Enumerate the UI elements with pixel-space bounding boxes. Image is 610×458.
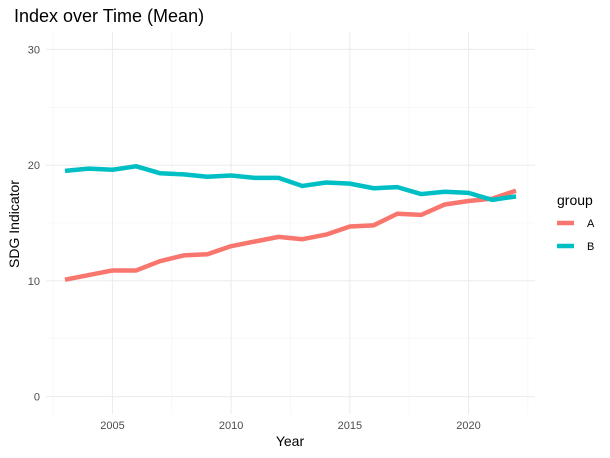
legend-label-b: B bbox=[587, 241, 594, 253]
y-tick-label: 30 bbox=[28, 44, 40, 56]
series-line-a bbox=[64, 188, 517, 282]
y-tick-label: 0 bbox=[34, 392, 40, 404]
legend-items: AB bbox=[557, 218, 595, 253]
x-tick-label: 2020 bbox=[456, 420, 480, 432]
x-axis-title: Year bbox=[276, 433, 305, 449]
x-tick-label: 2010 bbox=[219, 420, 243, 432]
chart-title: Index over Time (Mean) bbox=[14, 6, 204, 26]
y-tick-label: 10 bbox=[28, 276, 40, 288]
legend-label-a: A bbox=[587, 218, 595, 230]
series-line-b bbox=[64, 164, 517, 203]
grid-layer bbox=[46, 32, 535, 414]
y-tick-label: 20 bbox=[28, 160, 40, 172]
x-tick-label: 2015 bbox=[338, 420, 362, 432]
series-lines bbox=[64, 164, 517, 282]
axis-labels: 2005 2010 2015 2020 0 10 20 30 bbox=[28, 44, 481, 432]
legend-title: group bbox=[557, 192, 593, 208]
x-tick-label: 2005 bbox=[100, 420, 124, 432]
y-axis-title: SDG Indicator bbox=[6, 180, 22, 268]
legend: group AB bbox=[557, 192, 595, 253]
